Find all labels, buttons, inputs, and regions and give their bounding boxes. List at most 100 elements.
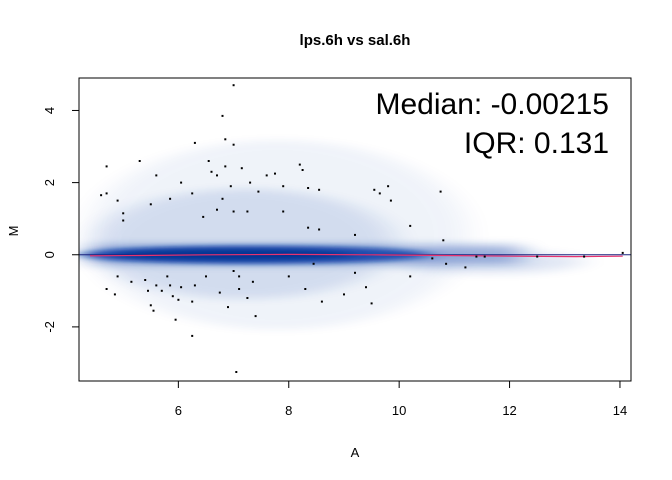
data-point: [409, 224, 412, 227]
data-point: [229, 185, 232, 188]
data-point: [147, 289, 149, 292]
data-point: [174, 318, 177, 321]
y-tick-label: 0: [42, 251, 57, 258]
data-point: [207, 160, 210, 162]
data-point: [370, 302, 373, 305]
data-point: [122, 212, 125, 215]
data-point: [536, 255, 539, 258]
data-point: [240, 167, 243, 170]
data-point: [235, 371, 238, 373]
data-point: [483, 255, 486, 258]
data-point: [232, 84, 235, 87]
data-point: [318, 188, 321, 191]
data-point: [431, 257, 434, 260]
data-point: [116, 199, 119, 202]
data-point: [232, 143, 235, 146]
data-point: [105, 288, 108, 290]
data-point: [169, 197, 172, 200]
data-point: [216, 208, 218, 211]
y-tick-label: 4: [42, 107, 57, 114]
iqr-annotation: IQR: 0.131: [464, 127, 609, 160]
data-point: [373, 188, 376, 191]
data-point: [180, 286, 183, 289]
data-point: [138, 160, 141, 162]
density-cloud: [80, 139, 583, 330]
data-point: [445, 262, 448, 265]
x-axis: 6 8 10 12 14: [175, 380, 627, 418]
outlier-points: [100, 84, 624, 373]
data-point: [149, 203, 152, 206]
data-point: [304, 288, 307, 290]
data-point: [621, 251, 624, 254]
data-point: [312, 262, 315, 265]
data-point: [155, 174, 158, 177]
data-point: [130, 280, 133, 283]
plot-area: [79, 84, 631, 373]
data-point: [202, 215, 205, 218]
data-point: [191, 334, 194, 337]
data-point: [155, 284, 158, 287]
y-tick-label: -2: [42, 321, 57, 333]
data-point: [166, 275, 169, 278]
data-point: [265, 174, 268, 177]
data-point: [232, 270, 235, 272]
x-tick-label: 8: [285, 403, 292, 418]
data-point: [254, 315, 257, 318]
data-point: [105, 165, 108, 168]
data-point: [100, 194, 103, 197]
data-point: [193, 284, 196, 287]
y-axis: -2 0 2 4: [42, 107, 80, 333]
data-point: [389, 199, 392, 202]
data-point: [224, 138, 227, 141]
data-point: [105, 192, 108, 195]
y-tick-label: 2: [42, 179, 57, 186]
chart-title: lps.6h vs sal.6h: [300, 32, 411, 49]
data-point: [249, 181, 252, 184]
data-point: [224, 165, 227, 168]
loess-trend-line: [89, 253, 623, 258]
data-point: [216, 174, 218, 177]
data-point: [409, 275, 412, 278]
median-annotation: Median: -0.00215: [376, 88, 610, 121]
data-point: [282, 185, 285, 188]
data-point: [442, 239, 445, 242]
data-point: [152, 309, 155, 312]
data-point: [378, 192, 381, 195]
x-tick-label: 14: [613, 403, 627, 418]
y-axis-label: M: [6, 226, 21, 237]
data-point: [301, 169, 304, 171]
data-point: [439, 190, 442, 193]
data-point: [583, 255, 586, 258]
data-point: [343, 293, 345, 296]
data-point: [307, 187, 310, 189]
data-point: [149, 304, 152, 307]
density-halo: [94, 188, 395, 299]
data-point: [246, 297, 249, 299]
data-point: [221, 197, 224, 200]
data-point: [287, 275, 290, 278]
data-point: [169, 284, 172, 287]
data-point: [210, 170, 213, 173]
x-tick-label: 12: [502, 403, 516, 418]
data-point: [238, 275, 241, 278]
x-tick-label: 6: [175, 403, 182, 418]
data-point: [116, 275, 119, 278]
x-axis-label: A: [351, 445, 360, 460]
data-point: [193, 141, 196, 144]
data-point: [354, 271, 356, 274]
data-point: [113, 293, 116, 296]
data-point: [298, 163, 301, 166]
data-point: [320, 300, 323, 303]
data-point: [238, 288, 241, 290]
data-point: [227, 306, 229, 309]
data-point: [365, 286, 367, 289]
data-point: [274, 172, 276, 175]
x-tick-label: 10: [392, 403, 406, 418]
data-point: [387, 185, 390, 188]
data-point: [464, 266, 467, 269]
data-point: [318, 228, 321, 231]
data-point: [160, 289, 163, 292]
data-point: [218, 291, 221, 294]
data-point: [221, 114, 224, 117]
data-point: [177, 298, 180, 301]
